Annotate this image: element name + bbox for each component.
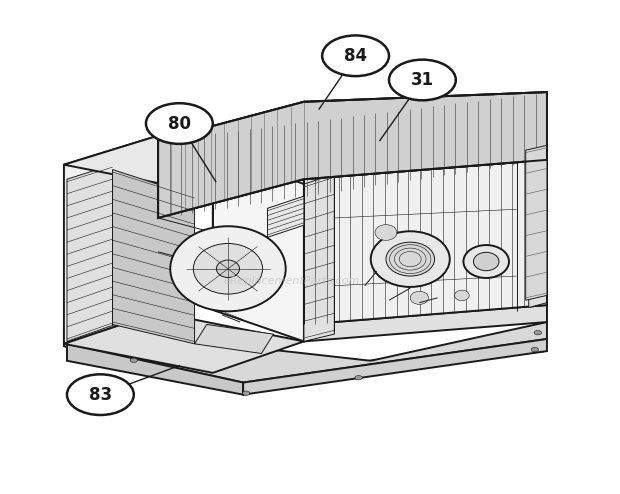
Ellipse shape (146, 103, 213, 144)
Text: 80: 80 (168, 115, 191, 132)
Polygon shape (112, 151, 155, 326)
Polygon shape (64, 329, 544, 390)
Polygon shape (267, 196, 304, 237)
Ellipse shape (193, 244, 263, 294)
Polygon shape (158, 92, 547, 218)
Ellipse shape (454, 290, 469, 301)
Ellipse shape (386, 242, 435, 276)
Ellipse shape (463, 245, 509, 278)
Ellipse shape (371, 231, 450, 287)
Ellipse shape (410, 291, 428, 304)
Ellipse shape (531, 347, 538, 352)
Polygon shape (213, 150, 304, 341)
Polygon shape (529, 150, 547, 307)
Text: 31: 31 (411, 71, 434, 89)
Ellipse shape (375, 225, 397, 240)
Polygon shape (112, 169, 195, 344)
Polygon shape (64, 136, 158, 344)
Polygon shape (67, 165, 112, 341)
Text: eReplacementParts.com: eReplacementParts.com (224, 276, 360, 286)
Polygon shape (64, 136, 304, 194)
Polygon shape (67, 322, 547, 382)
Polygon shape (243, 339, 547, 395)
Ellipse shape (130, 358, 138, 363)
Ellipse shape (355, 375, 362, 380)
Polygon shape (304, 305, 547, 341)
Polygon shape (64, 312, 304, 373)
Polygon shape (304, 160, 547, 325)
Polygon shape (195, 325, 273, 354)
Polygon shape (526, 145, 547, 300)
Ellipse shape (242, 391, 250, 395)
Ellipse shape (534, 330, 541, 335)
Polygon shape (234, 339, 544, 390)
Ellipse shape (170, 226, 286, 311)
Text: 83: 83 (89, 386, 112, 404)
Ellipse shape (474, 252, 499, 271)
Ellipse shape (67, 374, 134, 415)
Ellipse shape (322, 36, 389, 76)
Ellipse shape (389, 60, 456, 100)
Polygon shape (158, 102, 304, 218)
Polygon shape (67, 344, 243, 395)
Ellipse shape (216, 260, 239, 278)
Text: 84: 84 (344, 47, 367, 65)
Polygon shape (304, 174, 334, 341)
